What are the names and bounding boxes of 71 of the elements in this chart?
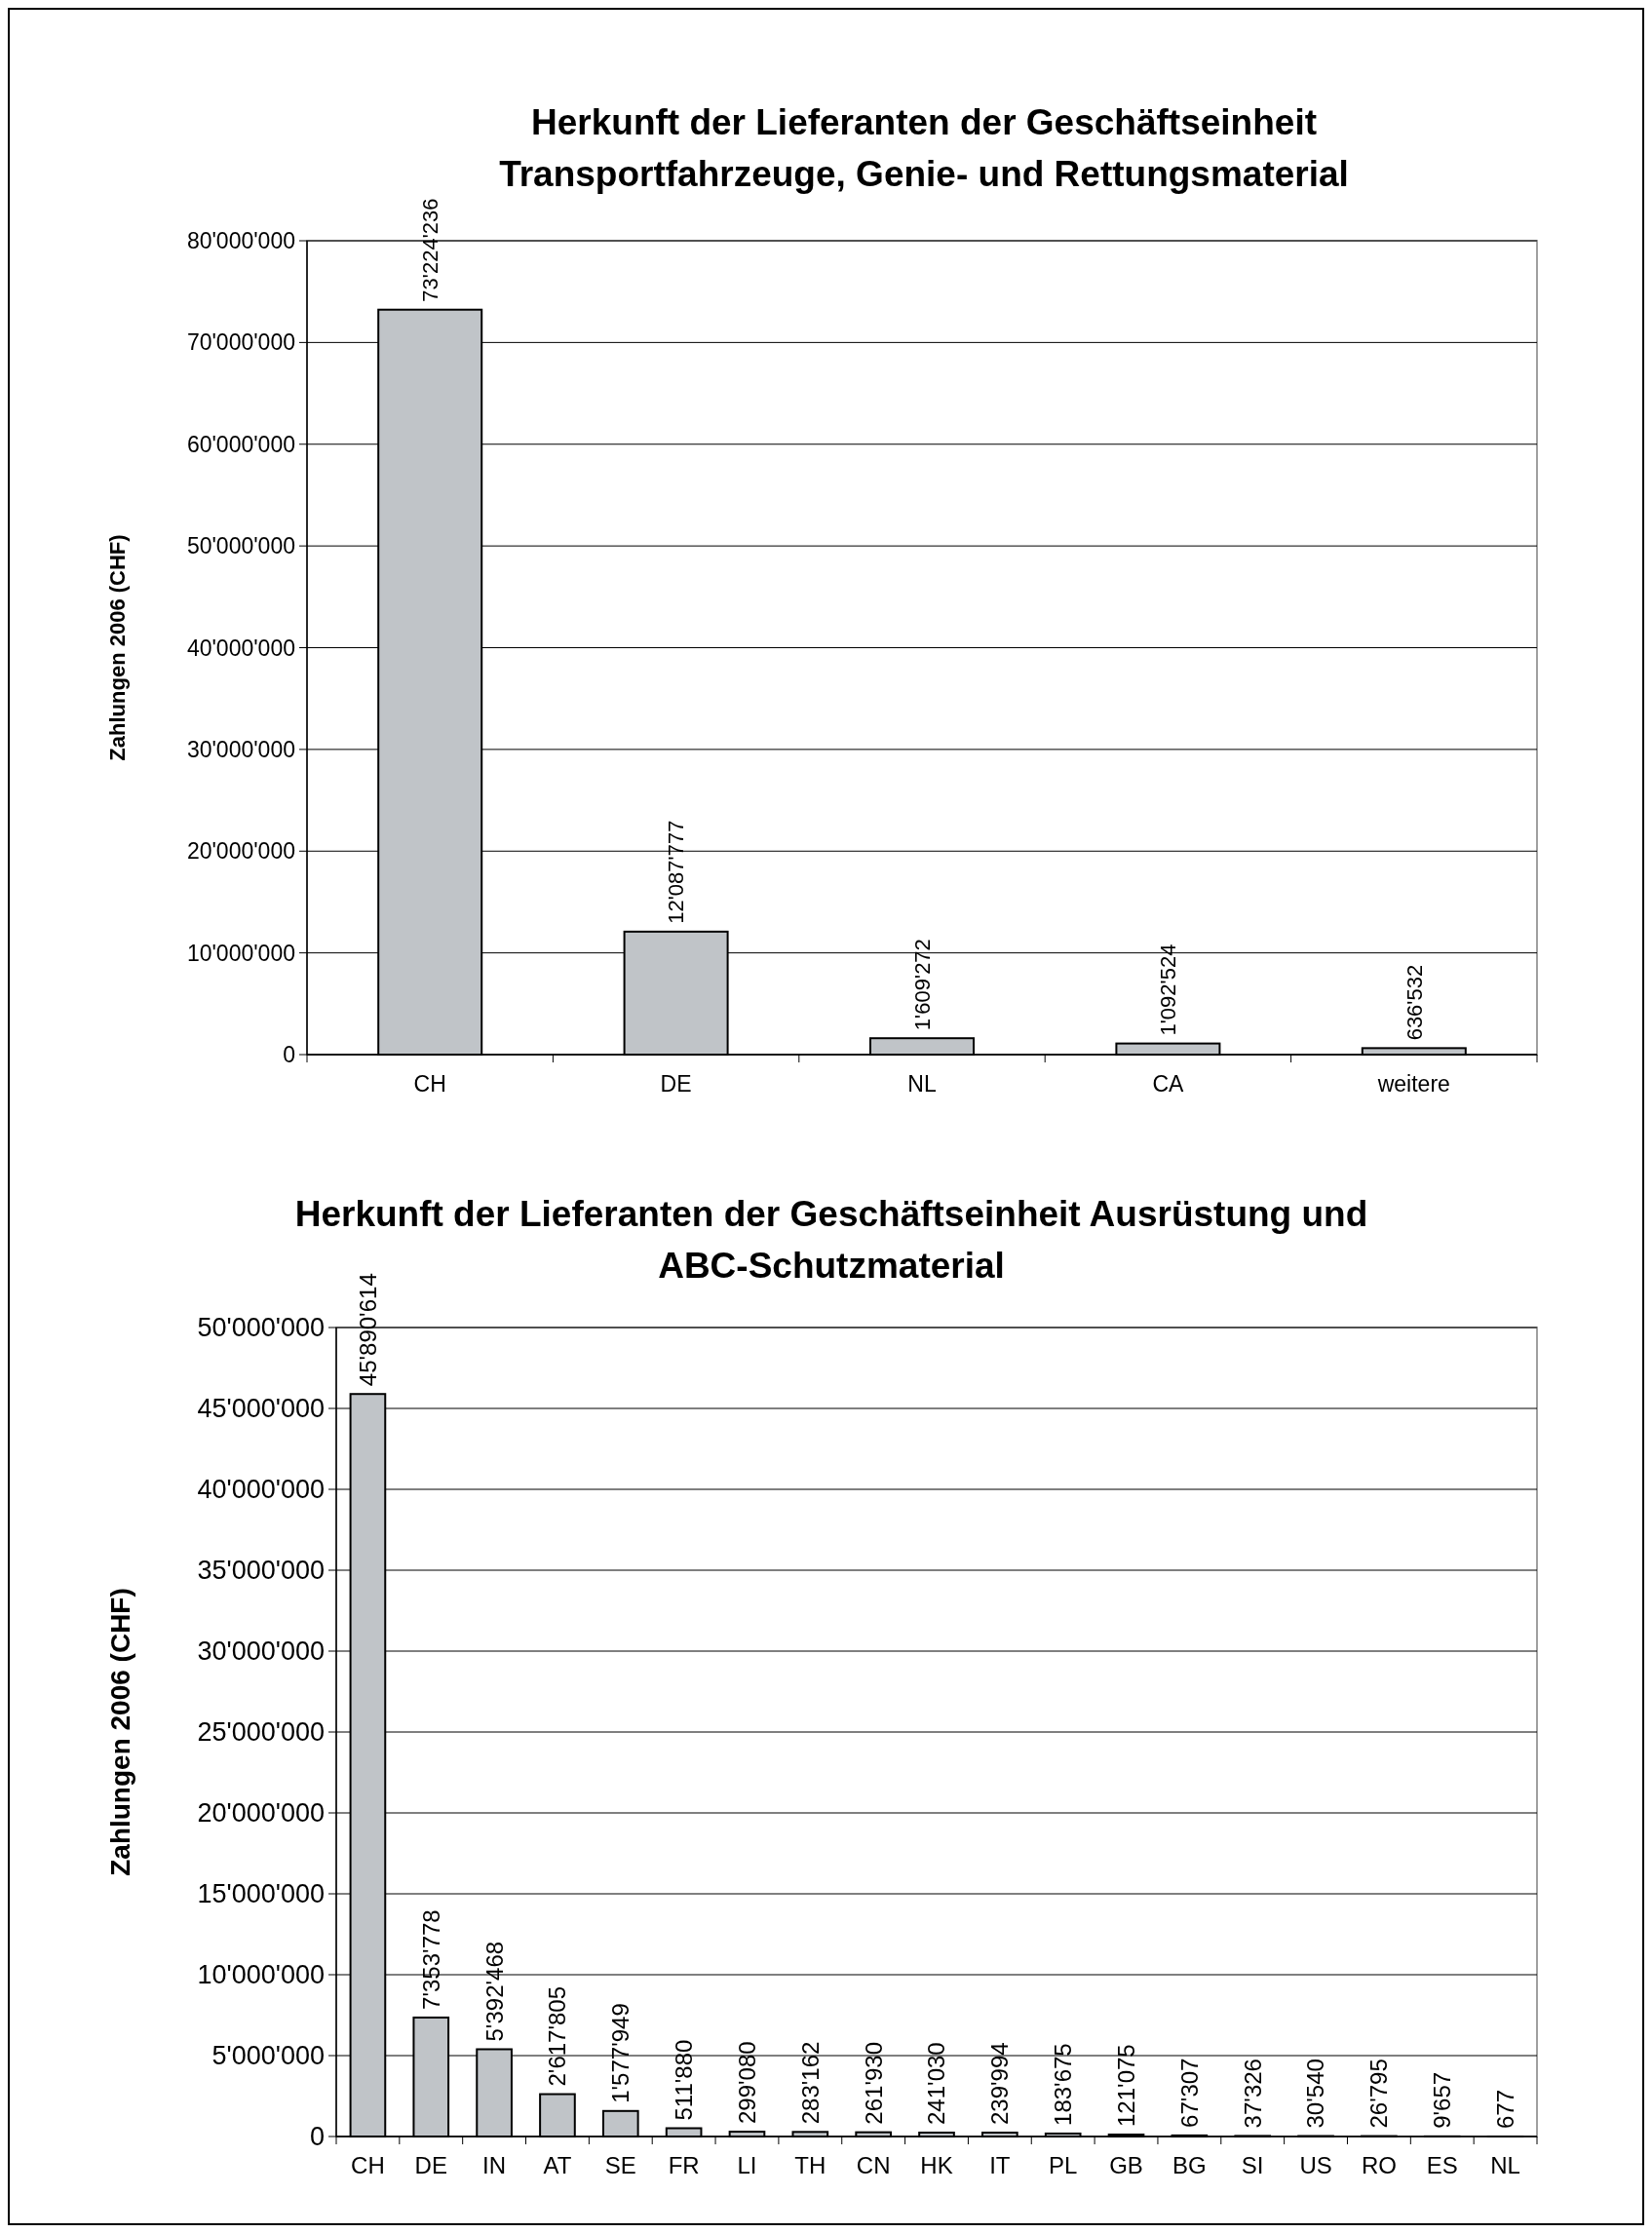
data-label: 261'930 <box>860 2041 887 2125</box>
data-label: 283'162 <box>796 2041 824 2125</box>
y-tick-label: 0 <box>283 1042 295 1068</box>
x-tick-label: SE <box>604 2152 636 2178</box>
x-tick-label: weitere <box>1376 1071 1450 1097</box>
data-label: 5'392'468 <box>480 1941 508 2042</box>
y-tick-label: 0 <box>309 2122 325 2152</box>
x-tick-label: US <box>1299 2152 1332 2178</box>
y-tick-label: 40'000'000 <box>186 635 295 661</box>
y-tick-label: 15'000'000 <box>197 1879 325 1909</box>
x-tick-label: LI <box>737 2152 757 2178</box>
x-tick-label: SI <box>1241 2152 1264 2178</box>
y-tick-label: 80'000'000 <box>186 228 295 254</box>
x-tick-label: NL <box>907 1071 937 1097</box>
x-tick-label: CH <box>351 2152 385 2178</box>
y-tick-label: 20'000'000 <box>186 838 295 865</box>
data-label: 9'657 <box>1429 2071 1456 2129</box>
data-label: 636'532 <box>1402 964 1427 1041</box>
y-tick-label: 10'000'000 <box>197 1960 325 1990</box>
x-tick-label: GB <box>1109 2152 1143 2178</box>
data-label: 26'795 <box>1365 2059 1393 2129</box>
data-label: 183'675 <box>1050 2043 1077 2126</box>
data-label: 37'326 <box>1239 2059 1266 2129</box>
y-tick-label: 50'000'000 <box>197 1313 325 1343</box>
x-tick-label: ES <box>1426 2152 1458 2178</box>
y-tick-label: 60'000'000 <box>186 431 295 457</box>
data-label: 1'609'272 <box>909 939 935 1031</box>
x-tick-label: PL <box>1049 2152 1078 2178</box>
data-label: 511'880 <box>671 2039 698 2121</box>
y-tick-label: 30'000'000 <box>197 1636 325 1667</box>
x-tick-label: CH <box>413 1071 446 1097</box>
y-tick-label: 20'000'000 <box>197 1798 325 1829</box>
data-label: 1'092'524 <box>1156 943 1181 1036</box>
data-label: 12'087'777 <box>664 820 689 924</box>
data-label: 241'030 <box>923 2042 950 2125</box>
y-axis-title: Zahlungen 2006 (CHF) <box>105 534 130 761</box>
x-tick-label: IT <box>989 2152 1011 2178</box>
y-tick-label: 10'000'000 <box>186 940 295 966</box>
data-label: 121'075 <box>1112 2044 1139 2127</box>
data-label: 1'577'949 <box>607 2003 634 2103</box>
x-tick-label: CA <box>1152 1071 1185 1097</box>
x-tick-label: AT <box>543 2152 572 2178</box>
x-tick-label: DE <box>414 2152 447 2178</box>
chart-title: Herkunft der Lieferanten der Geschäftseinheit Transportfahrzeuge, Genie- und Rettungsmaterial <box>499 102 1349 194</box>
y-tick-label: 25'000'000 <box>197 1717 325 1748</box>
y-tick-label: 35'000'000 <box>197 1556 325 1586</box>
y-tick-label: 50'000'000 <box>186 533 295 559</box>
x-tick-label: BG <box>1172 2152 1207 2178</box>
x-tick-label: FR <box>668 2152 700 2178</box>
y-tick-label: 45'000'000 <box>197 1394 325 1424</box>
y-tick-label: 40'000'000 <box>197 1475 325 1505</box>
y-tick-label: 70'000'000 <box>186 329 295 356</box>
data-label: 299'080 <box>733 2041 760 2125</box>
data-label: 67'307 <box>1175 2058 1203 2128</box>
x-tick-label: RO <box>1361 2152 1397 2178</box>
data-label: 7'353'778 <box>417 1909 444 2010</box>
data-label: 2'617'805 <box>544 1985 571 2087</box>
x-tick-label: IN <box>482 2152 507 2178</box>
x-tick-label: NL <box>1490 2152 1520 2178</box>
data-label: 45'890'614 <box>354 1273 381 1387</box>
y-tick-label: 30'000'000 <box>186 736 295 762</box>
y-tick-label: 5'000'000 <box>211 2041 325 2071</box>
data-label: 239'994 <box>986 2042 1014 2126</box>
x-tick-label: DE <box>660 1071 692 1097</box>
x-tick-label: CN <box>856 2152 891 2178</box>
data-label: 30'540 <box>1302 2059 1329 2129</box>
y-axis-title: Zahlungen 2006 (CHF) <box>105 1588 135 1876</box>
data-label: 677 <box>1491 2089 1518 2129</box>
x-tick-label: HK <box>920 2152 953 2178</box>
data-label: 73'224'236 <box>417 198 442 302</box>
x-tick-label: TH <box>794 2152 826 2178</box>
